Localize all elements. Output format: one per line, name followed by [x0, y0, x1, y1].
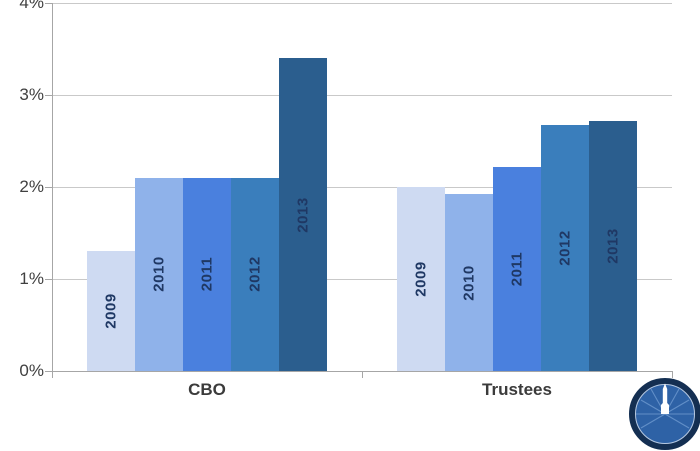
bar-cbo-2012 [231, 177, 279, 371]
bar-year-label-trustees-2010: 2010 [460, 264, 478, 301]
y-axis-label-1%: 1% [19, 269, 44, 288]
bar-cbo-2010 [135, 177, 183, 371]
y-axis-label-0%: 0% [19, 361, 44, 380]
y-tick-4% [45, 3, 52, 4]
y-axis-label-4%: 4% [19, 0, 44, 12]
y-axis-label-2%: 2% [19, 177, 44, 196]
y-axis-label-3%: 3% [19, 85, 44, 104]
bar-trustees-2013 [589, 120, 637, 371]
bar-year-label-trustees-2009: 2009 [412, 261, 430, 297]
bar-trustees-2009 [397, 187, 445, 371]
bar-year-label-cbo-2010: 2010 [150, 256, 168, 293]
bar-cbo-2013 [279, 58, 327, 371]
y-tick-0% [45, 371, 52, 372]
gridline-1% [52, 279, 672, 280]
bar-cbo-2009 [87, 251, 135, 371]
bar-chart: 0% 1% 2% 3% 4% 2009 2010 2011 2012 2013 2009 2010 2… [19, 0, 700, 450]
bar-year-label-cbo-2009: 2009 [102, 293, 120, 329]
bar-year-label-cbo-2013: 2013 [294, 196, 312, 233]
bar-year-label-trustees-2012: 2012 [556, 230, 574, 266]
bar-cbo-2011 [183, 177, 231, 371]
bar-trustees-2011 [493, 166, 541, 371]
bar-year-label-trustees-2013: 2013 [604, 228, 622, 264]
bar-trustees-2012 [541, 125, 589, 371]
bar-year-label-cbo-2012: 2012 [246, 256, 264, 293]
gridline-2% [52, 187, 672, 188]
gridline-4% [52, 3, 672, 4]
gridline-3% [52, 95, 672, 96]
y-tick-3% [45, 95, 52, 96]
bar-year-label-trustees-2011: 2011 [508, 251, 526, 287]
crfb-monument-logo [629, 378, 700, 450]
bar-year-label-cbo-2011: 2011 [198, 257, 216, 292]
x-boundary-tick-2 [672, 371, 673, 378]
x-boundary-tick-0 [52, 371, 53, 378]
bar-trustees-2010 [445, 194, 493, 371]
y-axis-line [52, 3, 53, 378]
y-tick-1% [45, 279, 52, 280]
category-label-trustees: Trustees [482, 380, 552, 399]
x-boundary-tick-1 [362, 371, 363, 378]
category-label-cbo: CBO [188, 380, 226, 399]
y-tick-2% [45, 187, 52, 188]
